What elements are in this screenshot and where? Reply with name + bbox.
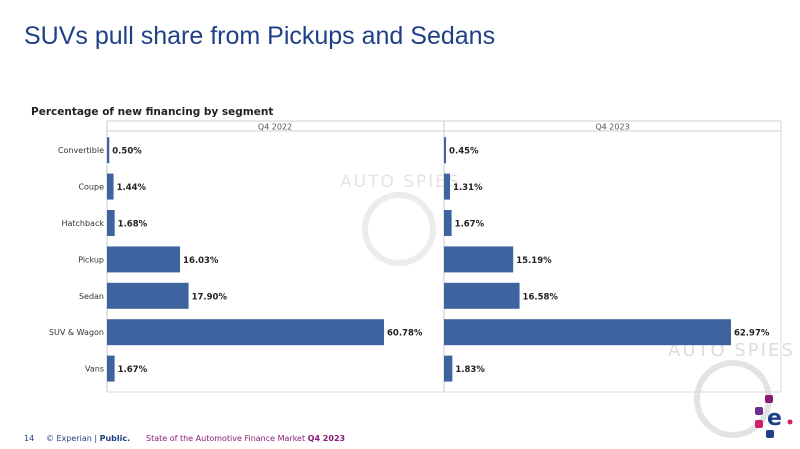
category-label: SUV & Wagon	[49, 328, 104, 337]
bar-1	[107, 137, 110, 164]
page-number: 14	[24, 434, 35, 443]
bar-2	[444, 355, 453, 382]
logo-e-icon: e	[767, 406, 782, 431]
bar-1	[107, 246, 181, 273]
data-label-1: 1.67%	[118, 365, 148, 375]
data-label-2: 0.45%	[449, 147, 479, 157]
slide-title: SUVs pull share from Pickups and Sedans	[24, 22, 496, 50]
watermark-text-2: AUTO SPIES	[668, 340, 795, 361]
data-label-1: 17.90%	[192, 292, 228, 302]
logo-square-blue	[766, 430, 774, 438]
data-label-1: 60.78%	[387, 329, 423, 339]
report-period: Q4 2023	[307, 434, 346, 443]
chart-title: Percentage of new financing by segment	[31, 106, 274, 118]
panel-header-2: Q4 2023	[595, 123, 629, 132]
data-label-1: 16.03%	[183, 256, 219, 266]
data-label-1: 1.68%	[118, 220, 148, 230]
bar-2	[444, 137, 447, 164]
logo-square-magenta	[755, 420, 763, 428]
category-label: Pickup	[78, 255, 104, 264]
data-label-2: 15.19%	[516, 256, 552, 266]
bar-1	[107, 282, 189, 309]
bar-2	[444, 319, 731, 346]
panel-header-1: Q4 2022	[258, 123, 292, 132]
data-label-2: 1.83%	[455, 365, 485, 375]
bar-2	[444, 210, 452, 236]
experian-logo: e	[755, 395, 793, 438]
bar-1	[107, 173, 114, 200]
data-label-2: 1.67%	[455, 220, 485, 230]
category-label: Hatchback	[61, 219, 104, 228]
data-label-1: 1.44%	[117, 183, 147, 193]
logo-square-violet	[755, 407, 763, 415]
bar-1	[107, 319, 384, 346]
bar-1	[107, 355, 115, 382]
category-label: Convertible	[58, 146, 104, 155]
data-label-2: 16.58%	[523, 292, 559, 302]
chart-layer: Q4 2022 Q4 2023 Convertible Coupe Hatchback P…	[49, 120, 782, 393]
bar-2	[444, 173, 450, 200]
copyright: © Experian | Public.	[46, 434, 130, 443]
category-label: Vans	[85, 365, 104, 374]
watermark-text: AUTO SPIES	[340, 172, 461, 192]
report-name: State of the Automotive Finance Market Q…	[146, 434, 345, 443]
bar-2	[444, 246, 514, 273]
bar-2	[444, 282, 520, 309]
logo-square-purple	[765, 395, 773, 403]
data-label-2: 62.97%	[734, 329, 770, 339]
watermark-seal	[362, 192, 436, 266]
copyright-prefix: © Experian |	[46, 434, 100, 443]
report-name-text: State of the Automotive Finance Market	[146, 434, 308, 443]
logo-dot	[787, 419, 793, 425]
category-label: Sedan	[79, 292, 104, 301]
copyright-public: Public.	[99, 434, 131, 443]
data-label-2: 1.31%	[453, 183, 483, 193]
data-label-1: 0.50%	[112, 147, 142, 157]
category-label: Coupe	[78, 183, 104, 192]
bar-1	[107, 210, 115, 236]
